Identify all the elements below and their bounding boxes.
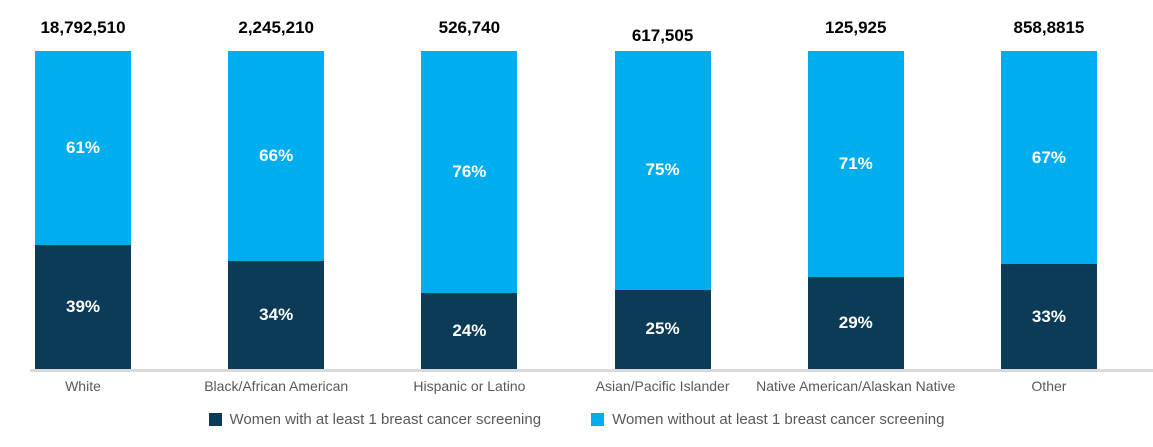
bar-segment-with-screening: 39% bbox=[35, 244, 131, 369]
category-label-text: Black/African American bbox=[204, 378, 349, 394]
category-axis-labels: White Black/African American Hispanic or… bbox=[0, 372, 1153, 394]
category-label-text: Native American/Alaskan Native bbox=[756, 378, 956, 394]
category-label: Other bbox=[1001, 378, 1097, 394]
bar-segment-with-screening: 29% bbox=[807, 276, 904, 369]
bar-group-asian-pacific-islander: 617,505 75% 25% bbox=[614, 18, 711, 369]
legend-item-with-screening: Women with at least 1 breast cancer scre… bbox=[208, 411, 542, 428]
bar-segment-without-screening: 75% bbox=[614, 51, 711, 290]
segment-percent-label: 34% bbox=[259, 304, 294, 324]
legend-item-without-screening: Women without at least 1 breast cancer s… bbox=[591, 411, 944, 428]
x-axis-line bbox=[30, 369, 1153, 372]
segment-percent-label: 29% bbox=[838, 312, 873, 332]
stacked-bar: 76% 24% bbox=[421, 51, 518, 369]
bar-segment-without-screening: 71% bbox=[807, 51, 904, 277]
segment-percent-label: 33% bbox=[1031, 306, 1066, 326]
segment-percent-label: 66% bbox=[259, 145, 294, 165]
legend-swatch-dark-navy bbox=[208, 413, 222, 426]
bar-segment-with-screening: 24% bbox=[421, 292, 518, 369]
legend-label: Women with at least 1 breast cancer scre… bbox=[229, 411, 542, 428]
segment-percent-label: 71% bbox=[838, 153, 873, 173]
stacked-bar: 67% 33% bbox=[1000, 51, 1097, 369]
category-label: Native American/Alaskan Native bbox=[756, 378, 955, 394]
legend-swatch-light-blue bbox=[591, 413, 605, 426]
plot-area: 18,792,510 61% 39% 2,245,210 66% 34% bbox=[35, 18, 1097, 369]
bar-group-native-american-alaskan-native: 125,925 71% 29% bbox=[807, 18, 904, 369]
bar-total-label: 858,8815 bbox=[1013, 18, 1085, 38]
stacked-bar: 61% 39% bbox=[35, 51, 131, 369]
bar-group-other: 858,8815 67% 33% bbox=[1000, 18, 1097, 369]
category-label: Asian/Pacific Islander bbox=[596, 378, 730, 394]
segment-percent-label: 25% bbox=[645, 319, 680, 339]
bar-segment-without-screening: 76% bbox=[421, 51, 518, 293]
category-label: Hispanic or Latino bbox=[413, 378, 525, 394]
bar-segment-with-screening: 34% bbox=[228, 260, 325, 369]
bar-group-black-african-american: 2,245,210 66% 34% bbox=[228, 18, 325, 369]
category-label-text: Asian/Pacific Islander bbox=[595, 378, 730, 394]
bar-total-label: 125,925 bbox=[825, 18, 887, 38]
bar-group-hispanic-or-latino: 526,740 76% 24% bbox=[421, 18, 518, 369]
bar-segment-without-screening: 66% bbox=[228, 51, 325, 261]
segment-percent-label: 75% bbox=[645, 160, 680, 180]
category-label: White bbox=[35, 378, 131, 394]
segment-percent-label: 61% bbox=[65, 137, 101, 157]
bar-total-label: 2,245,210 bbox=[238, 18, 314, 38]
stacked-bar: 66% 34% bbox=[228, 51, 325, 369]
bar-total-label: 18,792,510 bbox=[40, 18, 126, 38]
segment-percent-label: 76% bbox=[452, 161, 487, 181]
category-label-text: White bbox=[65, 378, 101, 394]
segment-percent-label: 67% bbox=[1031, 147, 1066, 167]
bar-segment-without-screening: 67% bbox=[1000, 51, 1097, 265]
bar-segment-with-screening: 25% bbox=[614, 289, 711, 369]
legend-label: Women without at least 1 breast cancer s… bbox=[612, 411, 945, 428]
stacked-bar: 75% 25% bbox=[614, 51, 711, 369]
stacked-bar: 71% 29% bbox=[807, 51, 904, 369]
legend: Women with at least 1 breast cancer scre… bbox=[0, 411, 1153, 428]
bar-segment-with-screening: 33% bbox=[1000, 264, 1097, 369]
bar-total-label: 617,505 bbox=[631, 26, 694, 46]
category-label-text: Other bbox=[1031, 378, 1067, 394]
bar-total-label: 526,740 bbox=[438, 18, 501, 38]
bar-segment-without-screening: 61% bbox=[35, 51, 131, 245]
category-label: Black/African American bbox=[204, 378, 348, 394]
segment-percent-label: 39% bbox=[65, 296, 101, 316]
bar-group-white: 18,792,510 61% 39% bbox=[35, 18, 131, 369]
category-label-text: Hispanic or Latino bbox=[413, 378, 526, 394]
segment-percent-label: 24% bbox=[452, 320, 487, 340]
